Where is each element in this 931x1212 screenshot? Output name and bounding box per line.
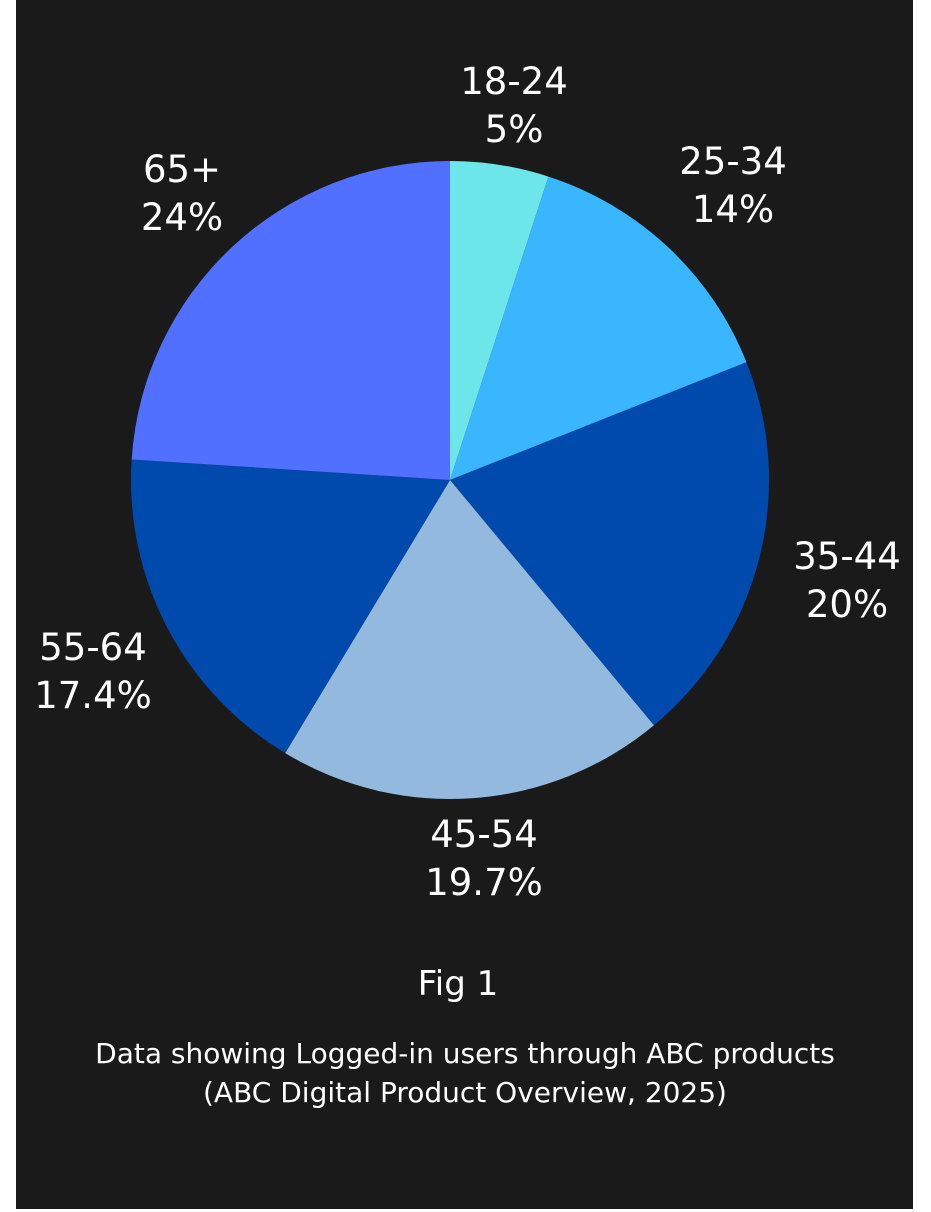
slice-label-value: 5% [484,108,544,151]
slice-label-65-plus: 65+ 24% [141,146,223,242]
figure-caption: Data showing Logged-in users through ABC… [95,1037,835,1109]
pie-slice-35-44 [450,362,770,726]
pie-slice-45-54 [285,480,654,800]
slice-label-value: 20% [805,583,889,626]
slice-label-45-54: 45-54 19.7% [425,811,543,907]
figure-label: Fig 1 [417,964,499,1004]
slice-label-category: 45-54 [430,813,538,856]
slice-label-18-24: 18-24 5% [460,58,568,154]
slice-label-35-44: 35-44 20% [793,533,901,629]
slice-label-category: 35-44 [793,535,901,578]
pie-slice-55-64 [131,459,450,754]
slice-label-category: 18-24 [460,60,568,103]
slice-label-25-34: 25-34 14% [679,138,787,234]
pie-slice-18-24 [450,161,549,480]
slice-label-value: 24% [140,196,224,239]
slice-label-category: 55-64 [39,626,147,669]
slice-label-category: 65+ [142,148,222,191]
slice-label-category: 25-34 [679,140,787,183]
pie-slice-25-34 [450,176,747,480]
slice-label-value: 19.7% [425,861,543,904]
pie-slice-65-plus [131,161,450,480]
slice-label-value: 17.4% [34,674,152,717]
slice-label-value: 14% [691,188,775,231]
slice-label-55-64: 55-64 17.4% [34,624,152,720]
